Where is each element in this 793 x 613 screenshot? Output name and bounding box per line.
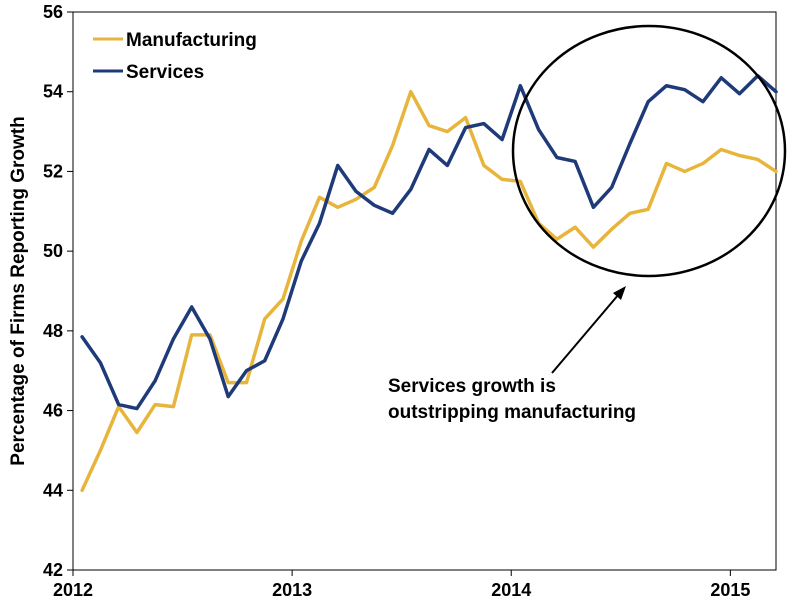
legend: Manufacturing Services xyxy=(93,30,257,83)
y-tick-label: 44 xyxy=(43,480,63,500)
y-axis-ticks: 42 44 46 48 50 52 54 56 xyxy=(43,2,73,580)
plot-area xyxy=(72,11,777,571)
series-lines xyxy=(80,74,778,493)
x-axis-ticks: 2012 2013 2014 2015 xyxy=(53,570,750,600)
series-line-services xyxy=(80,74,778,411)
y-tick-label: 42 xyxy=(43,560,63,580)
legend-label-services: Services xyxy=(126,62,204,83)
y-tick-label: 46 xyxy=(43,401,63,421)
x-tick-label: 2013 xyxy=(272,580,312,600)
y-axis-title: Percentage of Firms Reporting Growth xyxy=(8,116,29,465)
annotation-line-2: outstripping manufacturing xyxy=(388,402,636,423)
annotation-arrow xyxy=(551,286,626,374)
legend-label-manufacturing: Manufacturing xyxy=(126,30,257,51)
y-tick-label: 48 xyxy=(43,321,63,341)
x-tick-label: 2014 xyxy=(491,580,531,600)
y-tick-label: 52 xyxy=(43,161,63,181)
x-tick-label: 2012 xyxy=(53,580,93,600)
y-tick-label: 50 xyxy=(43,241,63,261)
highlight-circle xyxy=(511,24,787,278)
y-tick-label: 56 xyxy=(43,2,63,22)
y-tick-label: 54 xyxy=(43,82,63,102)
x-tick-label: 2015 xyxy=(710,580,750,600)
series-line-manufacturing xyxy=(80,89,778,493)
annotation-line-1: Services growth is xyxy=(388,376,556,397)
